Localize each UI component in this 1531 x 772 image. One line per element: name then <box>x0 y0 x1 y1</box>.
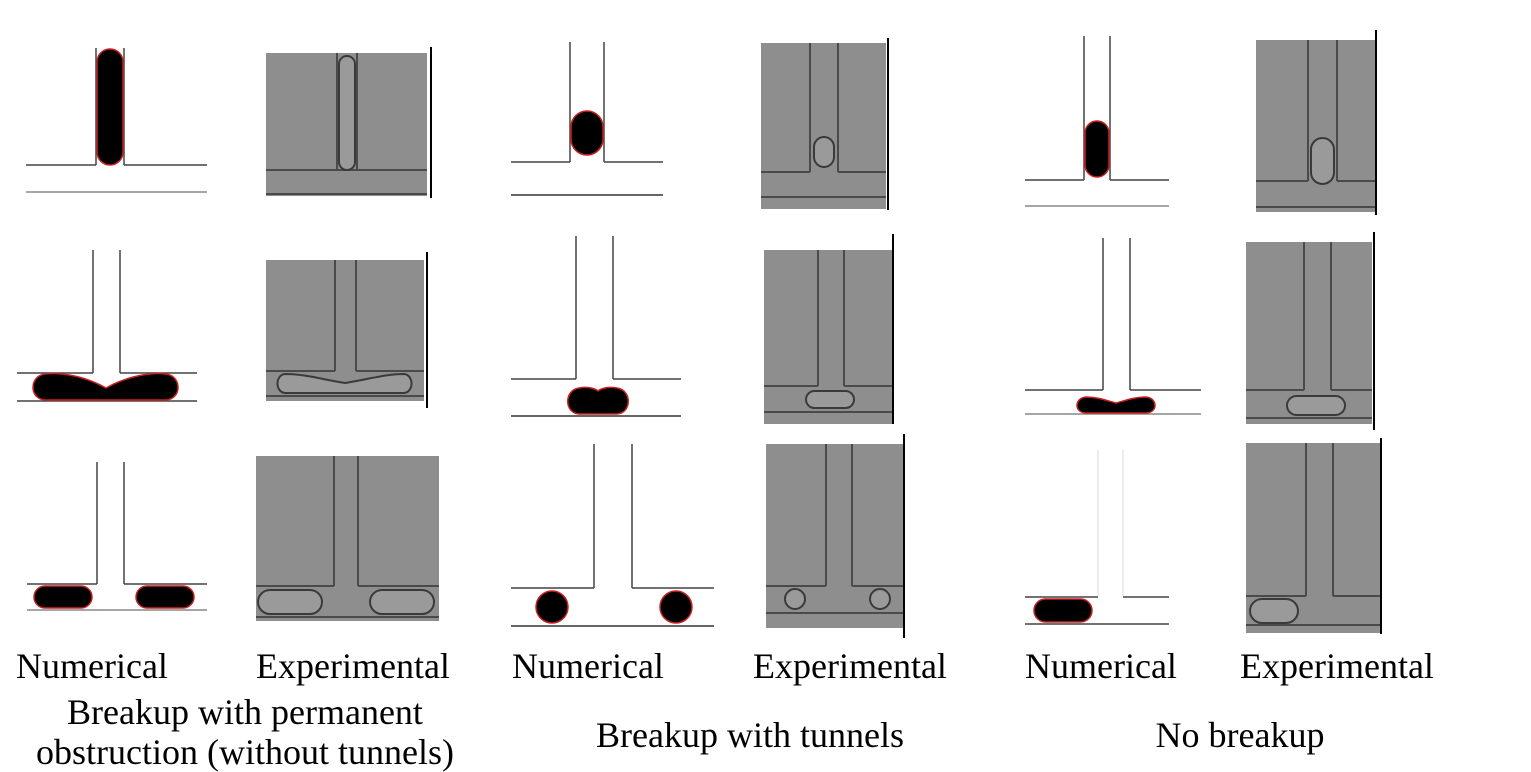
caption-col1-line2: obstruction (without tunnels) <box>36 732 454 772</box>
droplet <box>813 136 835 168</box>
experimental-panel-col3-row2 <box>1246 232 1375 430</box>
numerical-panel-col2-row2 <box>511 236 681 417</box>
experimental-label-col3: Experimental <box>1240 646 1434 686</box>
caption-col2: Breakup with tunnels <box>596 715 904 755</box>
numerical-panel-col3-row3 <box>1025 450 1169 625</box>
droplet <box>1084 120 1110 178</box>
experimental-panel-col1-row2 <box>266 252 428 408</box>
numerical-label-col2: Numerical <box>512 646 664 686</box>
numerical-label-col3: Numerical <box>1025 646 1177 686</box>
droplet <box>1249 598 1299 624</box>
experimental-panel-col2-row1 <box>761 38 889 210</box>
experimental-panel-col3-row1 <box>1256 30 1377 215</box>
numerical-panel-col1-row2 <box>17 250 197 402</box>
experimental-panel-col2-row3 <box>766 434 905 638</box>
numerical-panel-col3-row1 <box>1025 36 1169 207</box>
numerical-panel-col1-row1 <box>26 48 207 193</box>
experimental-label-col1: Experimental <box>256 646 450 686</box>
numerical-panel-col3-row2 <box>1025 238 1201 415</box>
droplet <box>1286 395 1346 416</box>
droplet <box>135 585 195 609</box>
droplet <box>570 110 604 156</box>
droplet <box>257 589 323 615</box>
numerical-panel-col1-row3 <box>27 462 207 611</box>
experimental-panel-col1-row1 <box>266 47 432 198</box>
droplet <box>276 372 413 394</box>
droplet <box>369 589 435 615</box>
droplet <box>805 390 855 409</box>
droplet <box>567 386 629 415</box>
experimental-panel-col3-row3 <box>1246 438 1382 634</box>
caption-col3: No breakup <box>1155 715 1325 755</box>
droplet <box>869 588 891 610</box>
droplet <box>784 588 806 610</box>
droplet <box>659 590 693 624</box>
numerical-panel-col2-row1 <box>511 42 663 196</box>
droplet <box>96 48 124 166</box>
experimental-label-col2: Experimental <box>753 646 947 686</box>
droplet <box>1076 396 1156 414</box>
experimental-panel-col2-row2 <box>764 234 894 424</box>
droplet <box>1033 598 1093 623</box>
droplet <box>33 585 93 609</box>
droplet <box>535 590 569 624</box>
droplet <box>338 55 356 171</box>
caption-col1-line1: Breakup with permanent <box>67 692 423 732</box>
numerical-label-col1: Numerical <box>16 646 168 686</box>
droplet <box>32 372 179 401</box>
droplet <box>1310 137 1335 185</box>
experimental-panel-col1-row3 <box>256 456 439 621</box>
numerical-panel-col2-row3 <box>511 444 714 627</box>
